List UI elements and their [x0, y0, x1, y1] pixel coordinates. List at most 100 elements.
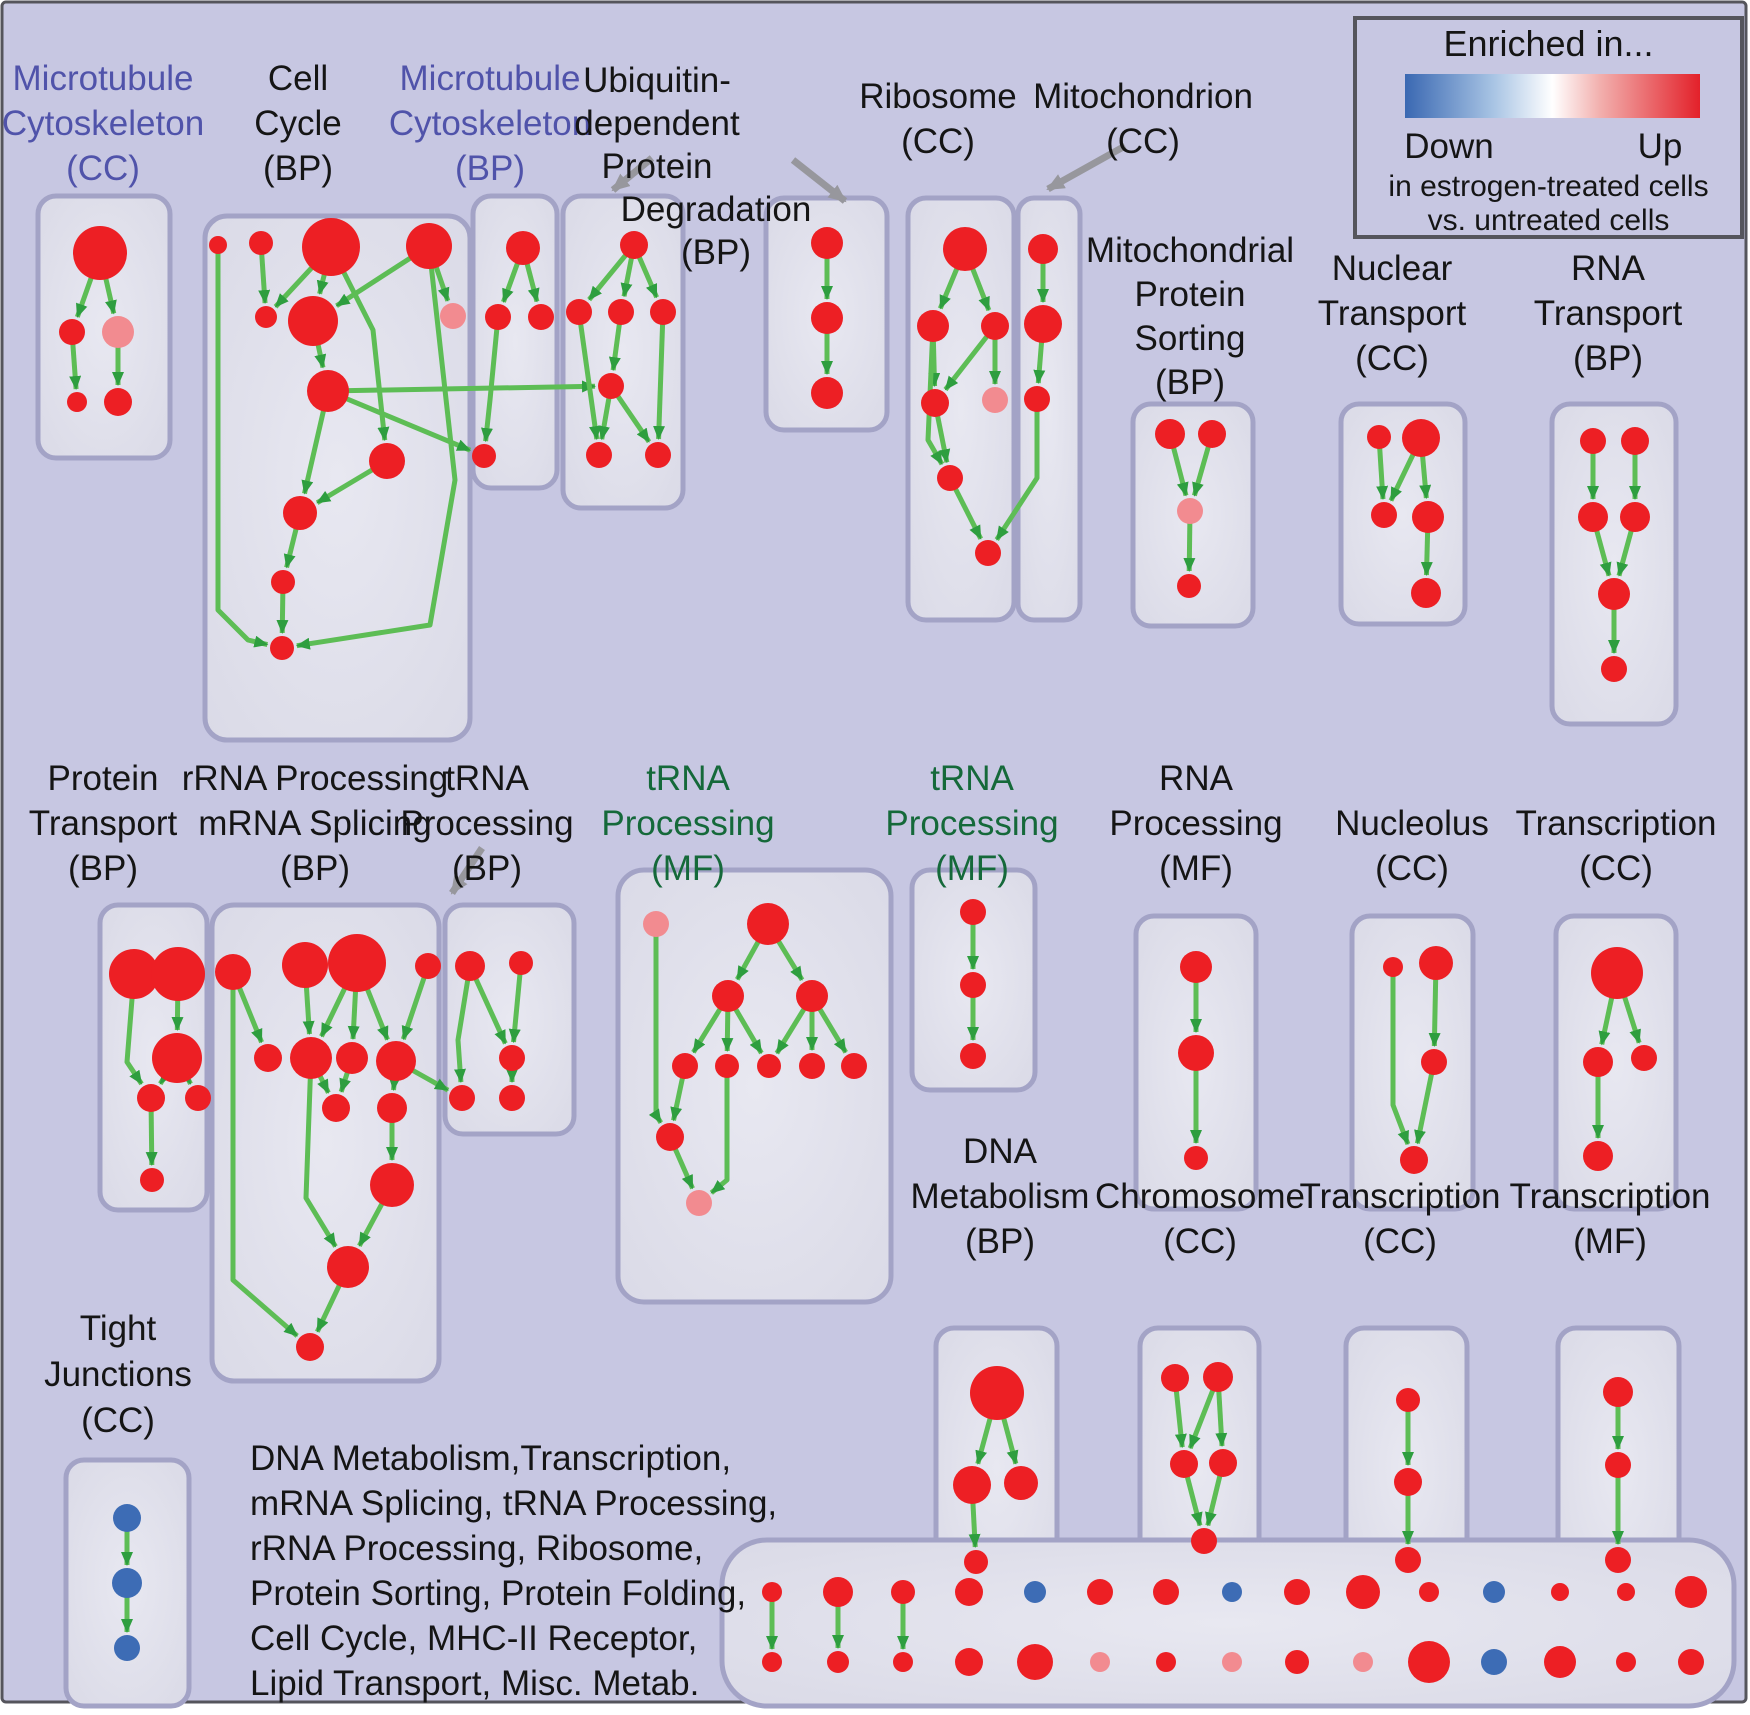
edge-B1-B12	[215, 245, 269, 648]
legend-gradient-bar	[1405, 74, 1700, 118]
edge-B8-D5	[327, 380, 597, 394]
edge-B4-B12	[295, 245, 458, 650]
edge-B8-C4	[327, 388, 472, 453]
node-ZB13-red	[1544, 1646, 1576, 1678]
node-A4-red	[67, 392, 87, 412]
edge-D4-D7	[653, 311, 666, 441]
edge-D2-D6	[576, 311, 601, 441]
node-P1-red	[960, 899, 986, 925]
node-S2-red	[1583, 1047, 1613, 1077]
node-V2-red	[1394, 1468, 1422, 1496]
edge-G2-G6	[925, 325, 945, 466]
collapsed-terms-text: DNA Metabolism,Transcription, mRNA Splici…	[250, 1439, 777, 1703]
node-N5-red	[499, 1085, 525, 1111]
node-S3-red	[1631, 1045, 1657, 1071]
node-G1-red	[943, 227, 987, 271]
node-J1-red	[1367, 425, 1391, 449]
node-B2-red	[249, 231, 273, 255]
node-B10-red	[283, 496, 317, 530]
legend-subtitle-line1: in estrogen-treated cells	[1388, 170, 1708, 203]
node-B3-red	[302, 218, 360, 276]
node-B1-red	[209, 236, 227, 254]
node-ZB4-red	[955, 1648, 983, 1676]
node-N1-red	[455, 951, 485, 981]
node-K4-red	[1620, 502, 1650, 532]
node-L1-red	[109, 949, 159, 999]
edge-H3-G7	[994, 399, 1040, 541]
node-ZT6-red	[1087, 1579, 1113, 1605]
node-W2-red	[1605, 1452, 1631, 1478]
node-O8-red	[799, 1053, 825, 1079]
cluster-label-nucleolus-cc: Nucleolus (CC)	[1335, 804, 1489, 888]
node-ZB2-red	[827, 1651, 849, 1673]
node-ZB10-pink	[1353, 1652, 1373, 1672]
node-ZB12-blue	[1481, 1649, 1507, 1675]
node-R4-red	[1400, 1146, 1428, 1174]
node-ZT2-red	[823, 1577, 853, 1607]
node-K5-red	[1598, 578, 1630, 610]
node-C3-red	[528, 304, 554, 330]
cluster-box-transcription-cc-mid	[1553, 913, 1679, 1212]
node-U3-red	[1170, 1450, 1198, 1478]
node-L3-red	[152, 1033, 202, 1083]
node-O7-red	[757, 1054, 781, 1078]
edge-O6-O11	[709, 1066, 730, 1195]
node-O6-red	[715, 1054, 739, 1078]
node-N2-red	[509, 951, 533, 975]
node-ZB15-red	[1678, 1649, 1704, 1675]
node-P3-red	[960, 1043, 986, 1069]
node-D6-red	[586, 442, 612, 468]
node-ZB3-red	[893, 1652, 913, 1672]
node-ZB1-red	[762, 1652, 782, 1672]
node-J3-red	[1371, 502, 1397, 528]
node-V1-red	[1396, 1388, 1420, 1412]
node-ZB11-red	[1408, 1641, 1450, 1683]
node-C2-red	[485, 304, 511, 330]
edge-L1-L4	[124, 973, 144, 1086]
edge-B3-B9	[328, 245, 390, 442]
node-H1-red	[1028, 234, 1058, 264]
node-B12-red	[270, 636, 294, 660]
node-B7-pink	[440, 303, 466, 329]
node-J5-red	[1411, 578, 1441, 608]
cluster-box-mitochondrion-cc	[1015, 195, 1083, 623]
node-ZT5-blue	[1024, 1581, 1046, 1603]
node-D4-red	[650, 299, 676, 325]
node-B5-red	[255, 306, 277, 328]
gray-arrow-to-trna-bp-box	[449, 846, 485, 895]
node-D2-red	[566, 299, 592, 325]
node-ZT1-red	[762, 1582, 782, 1602]
node-U4-red	[1209, 1449, 1237, 1477]
cluster-label-transcription-cc-low: Transcription (CC)	[1300, 1177, 1501, 1261]
cluster-label-chromosome-cc: Chromosome (CC)	[1095, 1177, 1305, 1261]
node-U1-red	[1161, 1364, 1189, 1392]
gray-arrow-to-mitochondrion-box	[1046, 142, 1127, 193]
node-I3-pink	[1177, 498, 1203, 524]
node-T1-red	[970, 1366, 1024, 1420]
node-M3-red	[328, 934, 386, 992]
node-T3-red	[1004, 1466, 1038, 1500]
cluster-label-ribosome-cc: Ribosome (CC)	[859, 77, 1017, 161]
cluster-label-rna-transport-bp: RNA Transport (BP)	[1534, 249, 1683, 378]
legend-down-label: Down	[1404, 127, 1493, 166]
node-G4-red	[921, 389, 949, 417]
node-M7-red	[336, 1042, 368, 1074]
node-U5-red	[1191, 1528, 1217, 1554]
gray-arrow-to-ubiquitin-right-box	[790, 157, 848, 204]
node-M9-red	[322, 1094, 350, 1122]
node-G6-red	[937, 465, 963, 491]
node-M1-red	[215, 954, 251, 990]
node-A5-red	[104, 388, 132, 416]
node-G7-red	[975, 540, 1001, 566]
node-P2-red	[960, 972, 986, 998]
node-U2-red	[1203, 1362, 1233, 1392]
node-M2-red	[282, 942, 328, 988]
node-B9-red	[369, 443, 405, 479]
cluster-label-mitochondrion-cc: Mitochondrion (CC)	[1033, 77, 1253, 161]
node-G5-pink	[982, 387, 1008, 413]
node-K2-red	[1621, 427, 1649, 455]
node-F3-red	[811, 377, 843, 409]
node-ZT7-red	[1153, 1579, 1179, 1605]
